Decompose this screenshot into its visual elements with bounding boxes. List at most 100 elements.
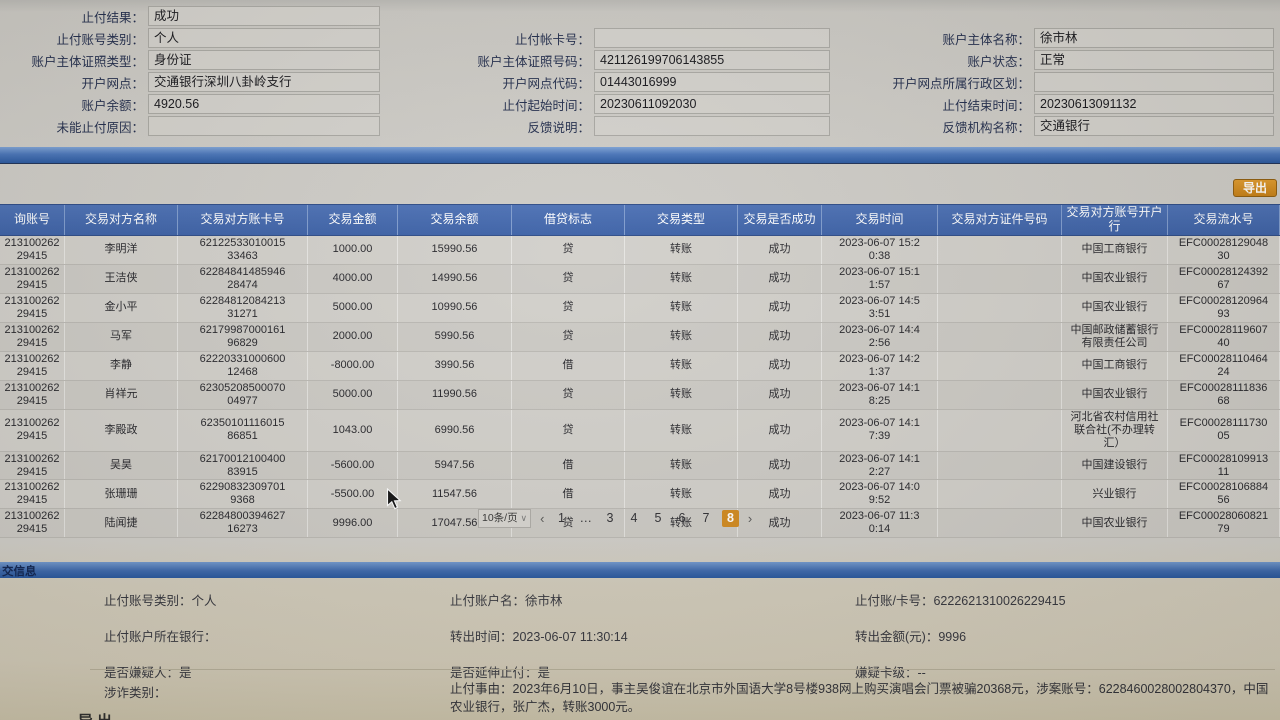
- fraud-category-field: 涉诈类别：: [104, 686, 167, 700]
- prev-page-button[interactable]: ‹: [537, 511, 547, 526]
- cell-amount: 5000.00: [308, 293, 398, 322]
- cell-success-flag: 成功: [738, 451, 822, 480]
- field-value: 01443016999: [594, 72, 830, 92]
- cell-transaction-time: 2023-06-07 11:3 0:14: [822, 509, 938, 538]
- page-number-button[interactable]: 8: [721, 510, 739, 527]
- cell-counterparty-id: [938, 293, 1062, 322]
- cell-counterparty-bank: 中国工商银行: [1062, 236, 1168, 264]
- table-row: 213100262 29415 王洁侠 62284841485946 28474…: [0, 264, 1280, 294]
- cell-counterparty-name: 肖祥元: [65, 380, 178, 409]
- cell-counterparty-bank: 河北省农村信用社 联合社(不办理转 汇）: [1062, 409, 1168, 451]
- table-column-header: 交易金额: [308, 205, 398, 235]
- cell-counterparty-id: [938, 509, 1062, 538]
- form-field: 账户余额： 4920.56: [8, 93, 380, 115]
- field-label: 止付帐卡号：: [514, 32, 590, 47]
- cell-counterparty-name: 李殿政: [65, 409, 178, 451]
- form-field: 止付起始时间： 20230611092030: [440, 93, 830, 115]
- form-field: 未能止付原因：: [8, 115, 380, 137]
- cell-debit-credit-flag: 贷: [512, 236, 625, 264]
- cell-counterparty-id: [938, 480, 1062, 509]
- cell-counterparty-bank: 中国农业银行: [1062, 380, 1168, 409]
- page-number-button[interactable]: …: [579, 511, 592, 525]
- page-number-button[interactable]: 4: [626, 510, 642, 527]
- table-row: 213100262 29415 张珊珊 62290832309701 9368 …: [0, 480, 1280, 510]
- field-value: --: [917, 666, 926, 680]
- cell-serial-number: EFC00028129048 30: [1168, 236, 1280, 264]
- cell-counterparty-id: [938, 409, 1062, 451]
- export-button[interactable]: 导出: [1233, 179, 1278, 197]
- cell-query-account: 213100262 29415: [0, 409, 65, 451]
- cell-amount: 5000.00: [308, 380, 398, 409]
- page-number-button[interactable]: 5: [650, 510, 666, 527]
- page-number-button[interactable]: 6: [674, 510, 690, 527]
- cell-query-account: 213100262 29415: [0, 380, 65, 409]
- table-column-header: 交易对方账号开户 行: [1062, 205, 1168, 235]
- cell-serial-number: EFC00028110464 24: [1168, 351, 1280, 380]
- field-label: 反馈说明：: [527, 120, 590, 135]
- cell-query-account: 213100262 29415: [0, 451, 65, 480]
- table-column-header: 交易类型: [625, 205, 738, 235]
- cell-success-flag: 成功: [738, 409, 822, 451]
- field-value: [148, 116, 380, 136]
- table-column-header: 交易是否成功: [738, 205, 822, 235]
- table-row: 213100262 29415 肖祥元 62305208500070 04977…: [0, 380, 1280, 410]
- cell-serial-number: EFC00028106884 56: [1168, 480, 1280, 509]
- cell-serial-number: EFC00028119607 40: [1168, 322, 1280, 351]
- table-column-header: 交易余额: [398, 205, 512, 235]
- field-label: 止付账号类别：: [104, 594, 192, 608]
- form-field: 止付账号类别： 个人: [8, 27, 380, 49]
- cell-transaction-type: 转账: [625, 322, 738, 351]
- form-field: 开户网点： 交通银行深圳八卦岭支行: [8, 71, 380, 93]
- cell-counterparty-bank: 中国农业银行: [1062, 293, 1168, 322]
- cell-balance: 3990.56: [398, 351, 512, 380]
- form-field: 账户状态： 正常: [828, 49, 1274, 71]
- cell-counterparty-card: 62170012100400 83915: [178, 451, 308, 480]
- form-field: 账户主体证照类型： 身份证: [8, 49, 380, 71]
- field-label: 账户主体证照类型：: [31, 54, 144, 69]
- cell-amount: 1000.00: [308, 236, 398, 264]
- table-column-header: 询账号: [0, 205, 65, 235]
- field-value: 9996: [938, 630, 967, 644]
- page-number-button[interactable]: 3: [602, 510, 618, 527]
- section-divider-bar: [0, 147, 1280, 164]
- field-label: 开户网点：: [81, 76, 144, 91]
- cell-counterparty-card: 62284812084213 31271: [178, 293, 308, 322]
- field-label: 未能止付原因：: [56, 120, 144, 135]
- page-number-list: 1 … 3 4 5 6 7 8: [553, 510, 739, 527]
- cell-balance: 5990.56: [398, 322, 512, 351]
- form-field: 账户主体名称： 徐市林: [828, 27, 1274, 49]
- cell-serial-number: EFC00028109913 11: [1168, 451, 1280, 480]
- cell-counterparty-bank: 兴业银行: [1062, 480, 1168, 509]
- page-size-select[interactable]: 10条/页 ∨: [478, 509, 532, 528]
- page-number-button[interactable]: 7: [698, 510, 714, 527]
- cell-counterparty-name: 张珊珊: [65, 480, 178, 509]
- cell-counterparty-name: 马军: [65, 322, 178, 351]
- cell-counterparty-bank: 中国邮政储蓄银行 有限责任公司: [1062, 322, 1168, 351]
- cell-transaction-type: 转账: [625, 380, 738, 409]
- cell-transaction-time: 2023-06-07 14:1 2:27: [822, 451, 938, 480]
- table-column-header: 交易时间: [822, 205, 938, 235]
- field-value: [1034, 72, 1274, 92]
- field-value: 交通银行深圳八卦岭支行: [148, 72, 380, 92]
- cell-balance: 15990.56: [398, 236, 512, 264]
- page-number-button[interactable]: 1: [553, 510, 569, 527]
- cell-amount: 2000.00: [308, 322, 398, 351]
- cell-serial-number: EFC00028111730 05: [1168, 409, 1280, 451]
- table-body: 213100262 29415 李明洋 62122533010015 33463…: [0, 236, 1280, 539]
- table-row: 213100262 29415 李明洋 62122533010015 33463…: [0, 236, 1280, 265]
- field-label: 止付账/卡号：: [855, 594, 934, 608]
- cell-transaction-type: 转账: [625, 236, 738, 264]
- bottom-field: 转出时间：2023-06-07 11:30:14: [450, 626, 840, 645]
- bottom-section-header-bar: 交信息: [0, 562, 1280, 578]
- cell-success-flag: 成功: [738, 480, 822, 509]
- form-field: 开户网点所属行政区划：: [828, 71, 1274, 93]
- bottom-field: 止付账户所在银行：: [104, 626, 434, 645]
- cell-counterparty-card: 62284800394627 16273: [178, 509, 308, 538]
- table-row: 213100262 29415 马军 62179987000161 96829 …: [0, 322, 1280, 352]
- bottom-column-left: 止付账号类别：个人 止付账户所在银行： 是否嫌疑人：是: [104, 590, 434, 681]
- cell-amount: -5500.00: [308, 480, 398, 509]
- field-label: 开户网点所属行政区划：: [892, 76, 1030, 91]
- next-page-button[interactable]: ›: [745, 511, 755, 526]
- cell-counterparty-bank: 中国农业银行: [1062, 509, 1168, 538]
- cell-counterparty-name: 金小平: [65, 293, 178, 322]
